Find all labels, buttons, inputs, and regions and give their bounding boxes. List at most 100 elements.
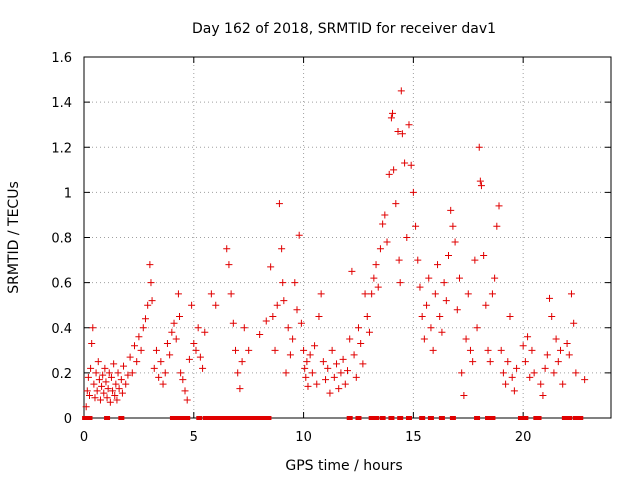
data-point	[418, 312, 426, 320]
data-point	[148, 297, 156, 305]
data-point	[199, 364, 207, 372]
data-point	[109, 387, 117, 395]
data-point	[427, 324, 435, 332]
data-point	[570, 319, 578, 327]
data-point	[297, 319, 305, 327]
data-point	[280, 297, 288, 305]
data-point	[141, 315, 149, 323]
data-point	[89, 324, 97, 332]
data-point	[416, 283, 424, 291]
data-point	[133, 358, 141, 366]
data-point	[179, 376, 187, 384]
y-tick-labels: 0 0.2 0.4 0.6 0.8 1 1.2 1.4 1.6	[51, 51, 72, 427]
baseline-marker	[489, 416, 496, 420]
data-point	[269, 312, 277, 320]
baseline-marker	[368, 416, 375, 420]
data-point	[394, 127, 402, 135]
x-tick-labels: 0 5 10 15 20	[80, 430, 532, 445]
baseline-marker	[172, 416, 179, 420]
data-point	[96, 396, 104, 404]
data-point	[447, 206, 455, 214]
data-point	[550, 369, 558, 377]
data-point	[163, 340, 171, 348]
data-point	[466, 346, 474, 354]
data-point	[442, 297, 450, 305]
data-point	[372, 261, 380, 269]
data-point	[105, 369, 113, 377]
data-point	[420, 335, 428, 343]
data-point	[348, 267, 356, 275]
data-point	[381, 211, 389, 219]
baseline-marker	[566, 416, 573, 420]
data-point	[390, 166, 398, 174]
data-point	[370, 274, 378, 282]
data-point	[572, 369, 580, 377]
data-point	[196, 353, 204, 361]
data-point	[506, 312, 514, 320]
data-point	[100, 389, 108, 397]
data-point	[98, 382, 106, 390]
data-point	[174, 290, 182, 298]
data-point	[256, 331, 264, 339]
plot-frame	[83, 56, 612, 419]
baseline-marker	[196, 416, 203, 420]
data-point	[128, 369, 136, 377]
data-point	[152, 346, 160, 354]
data-point	[495, 202, 503, 210]
x-tick-label: 15	[405, 430, 422, 445]
baseline-marker	[216, 416, 223, 420]
data-point	[341, 380, 349, 388]
y-tick-label: 0	[64, 412, 72, 427]
data-point	[354, 324, 362, 332]
grid	[84, 57, 611, 418]
data-point	[524, 333, 532, 341]
data-point	[429, 346, 437, 354]
data-point	[192, 346, 200, 354]
data-point	[513, 364, 521, 372]
chart-title: Day 162 of 2018, SRMTID for receiver dav…	[192, 21, 496, 37]
data-point	[368, 290, 376, 298]
data-point	[194, 324, 202, 332]
baseline-marker	[346, 416, 353, 420]
data-point	[317, 290, 325, 298]
x-tick-label: 20	[515, 430, 532, 445]
data-point	[409, 188, 417, 196]
data-point	[225, 261, 233, 269]
data-point	[537, 380, 545, 388]
data-point	[90, 380, 98, 388]
axis-ticks	[83, 56, 611, 419]
data-point	[181, 387, 189, 395]
data-point	[462, 335, 470, 343]
data-point	[101, 364, 109, 372]
data-point	[302, 373, 310, 381]
data-point	[286, 351, 294, 359]
data-point	[91, 394, 99, 402]
y-axis-label: SRMTID / TECUs	[6, 181, 22, 294]
x-axis-label: GPS time / hours	[285, 458, 402, 474]
data-point	[357, 340, 365, 348]
data-point	[131, 342, 139, 350]
data-point	[499, 369, 507, 377]
data-point	[392, 200, 400, 208]
data-point	[352, 373, 360, 381]
data-point	[438, 328, 446, 336]
data-point	[458, 369, 466, 377]
data-point	[304, 382, 312, 390]
data-point	[521, 358, 529, 366]
data-point	[172, 335, 180, 343]
data-point	[434, 261, 442, 269]
data-point	[350, 351, 358, 359]
data-point	[365, 328, 373, 336]
data-point	[484, 346, 492, 354]
data-point	[112, 380, 120, 388]
data-point	[471, 256, 479, 264]
data-point	[92, 369, 100, 377]
data-point	[118, 389, 126, 397]
data-point	[425, 274, 433, 282]
data-point	[328, 346, 336, 354]
data-point	[87, 364, 95, 372]
data-point	[460, 391, 468, 399]
baseline-marker	[397, 416, 404, 420]
y-tick-label: 1	[64, 186, 72, 201]
